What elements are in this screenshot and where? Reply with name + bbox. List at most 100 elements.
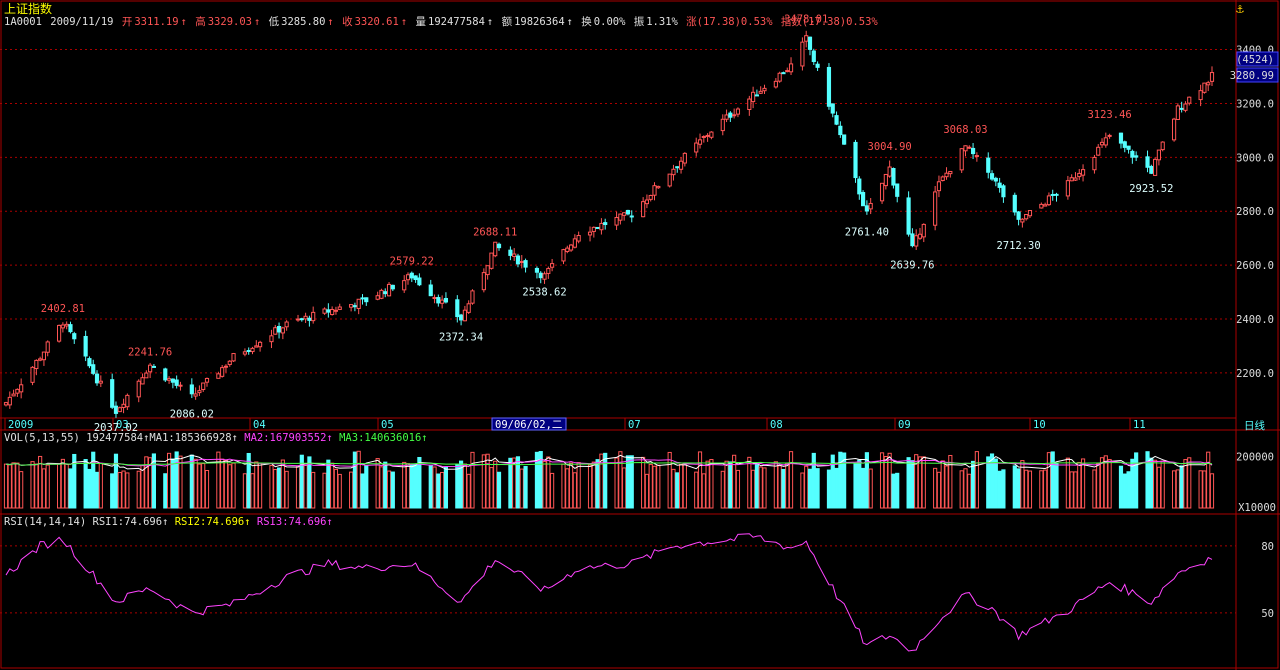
candle-body xyxy=(758,90,763,94)
volume-bar xyxy=(709,458,714,509)
candle-body xyxy=(330,309,335,316)
candle-body xyxy=(1134,155,1139,158)
candle-body xyxy=(512,253,517,257)
candle-body xyxy=(485,265,490,276)
volume-bar xyxy=(481,454,486,509)
volume-bar xyxy=(1027,470,1033,509)
volume-bar xyxy=(432,466,437,509)
volume-bar xyxy=(993,458,998,509)
candle-body xyxy=(1103,137,1108,146)
candle-body xyxy=(462,309,467,322)
candle-body xyxy=(7,396,12,406)
volume-bar xyxy=(223,459,229,509)
volume-bar xyxy=(538,451,543,509)
candle-body xyxy=(728,112,733,118)
volume-bar xyxy=(671,468,676,509)
candle-body xyxy=(515,255,521,265)
vol-ma3: MA3:140636016 xyxy=(339,432,422,444)
candle-body xyxy=(857,178,862,195)
anchor-icon[interactable]: ⚓ xyxy=(1236,2,1244,17)
volume-bar xyxy=(466,473,471,509)
vol-ma3-line xyxy=(5,461,1213,466)
volume-bar xyxy=(110,473,115,509)
rsi3-value: RSI3:74.696 xyxy=(256,516,327,528)
candle-body xyxy=(493,241,498,257)
candle-body xyxy=(788,63,794,73)
volume-bar xyxy=(45,464,50,509)
candle-body xyxy=(887,166,892,177)
volume-bar xyxy=(276,467,282,509)
volume-bar xyxy=(697,451,703,509)
candle-body xyxy=(204,377,210,383)
candle-body xyxy=(883,173,888,187)
volume-bar xyxy=(178,455,183,509)
volume-bar xyxy=(386,470,392,509)
candle-body xyxy=(959,148,964,171)
price-tick-label: 2800.0 xyxy=(1236,206,1274,218)
candle-body xyxy=(113,405,119,414)
time-axis-label: 2009 xyxy=(8,419,33,431)
candle-body xyxy=(705,134,710,137)
extreme-label: 2923.52 xyxy=(1129,183,1173,195)
candle-body xyxy=(307,317,312,321)
volume-bar xyxy=(405,463,411,509)
amplitude-label: 振 xyxy=(633,16,645,28)
extreme-label: 2639.76 xyxy=(890,259,934,271)
candle-body xyxy=(701,136,706,139)
candle-body xyxy=(326,309,331,313)
candle-body xyxy=(1027,210,1033,217)
candle-body xyxy=(921,223,926,238)
candle-body xyxy=(895,183,900,197)
volume-bar xyxy=(550,472,555,509)
volume-bar xyxy=(121,470,126,509)
volume-bar xyxy=(193,458,198,509)
volume-bar xyxy=(724,460,729,509)
candle-body xyxy=(648,194,653,200)
candle-body xyxy=(1183,103,1188,111)
candle-body xyxy=(489,252,494,269)
volume-bar xyxy=(113,453,119,509)
candle-body xyxy=(379,289,384,299)
volume-bar xyxy=(705,460,710,509)
volume-bar xyxy=(1103,455,1108,509)
candle-body xyxy=(94,373,100,384)
candle-body xyxy=(936,181,942,192)
volume-bar xyxy=(333,468,339,509)
candle-body xyxy=(163,368,168,381)
volume-bar xyxy=(91,451,96,509)
volume-bar xyxy=(940,460,945,509)
volume-bar xyxy=(436,473,441,509)
index-code: 1A0001 xyxy=(4,16,42,28)
volume-bar xyxy=(170,458,175,509)
volume-bar xyxy=(375,458,380,509)
candle-body xyxy=(83,335,88,357)
candle-body xyxy=(19,384,24,393)
volume-bar xyxy=(383,461,388,509)
price-tick-label: 2200.0 xyxy=(1236,368,1274,380)
candle-body xyxy=(1039,203,1044,209)
volume-bar xyxy=(603,452,608,509)
time-axis-label: 04 xyxy=(253,419,266,431)
candle-body xyxy=(496,243,502,249)
volume-bar xyxy=(652,465,657,509)
candle-body xyxy=(944,172,949,178)
volume-bar xyxy=(1073,471,1078,509)
candle-body xyxy=(709,131,714,138)
candle-body xyxy=(948,170,953,175)
candle-body xyxy=(1118,132,1124,144)
volume-bar xyxy=(231,462,236,509)
volume-bar xyxy=(163,473,168,509)
volume-bar xyxy=(1024,469,1029,509)
close-label: 收 xyxy=(342,16,353,28)
volume-bar xyxy=(1069,471,1074,509)
volume-bar xyxy=(732,454,737,509)
volume-bar xyxy=(777,465,782,509)
volume-bar xyxy=(1043,469,1048,509)
extreme-label: 2761.40 xyxy=(845,227,889,239)
candle-body xyxy=(652,185,657,196)
volume-bar xyxy=(678,463,684,509)
count-box-label: (4524) xyxy=(1236,54,1274,66)
candle-body xyxy=(189,384,194,395)
candle-body xyxy=(459,314,464,321)
